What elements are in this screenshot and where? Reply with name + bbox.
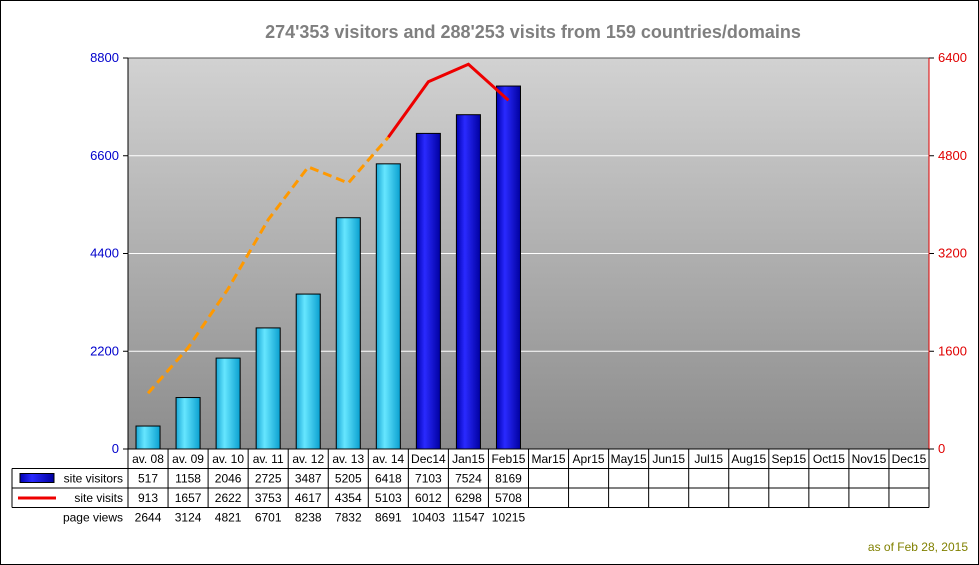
bar-site-visitors — [175, 397, 201, 450]
category-label: av. 09 — [172, 452, 204, 466]
table-value: 10403 — [412, 511, 446, 525]
category-label: Jan15 — [452, 452, 485, 466]
category-label: May15 — [611, 452, 647, 466]
table-value: 3124 — [175, 511, 202, 525]
table-value: 2046 — [215, 472, 242, 486]
table-value: 1158 — [175, 472, 201, 486]
category-label: Jun15 — [652, 452, 685, 466]
table-value: 8238 — [295, 511, 322, 525]
right-tick-label: 6400 — [938, 50, 967, 65]
left-tick-label: 0 — [112, 441, 119, 456]
table-value: 11547 — [452, 511, 485, 525]
line-site-visits-average — [146, 136, 390, 395]
table-value: 913 — [138, 491, 158, 505]
bar-site-visitors — [375, 163, 401, 450]
table-value: 2725 — [255, 472, 282, 486]
category-label: Mar15 — [532, 452, 566, 466]
category-label: Apr15 — [573, 452, 605, 466]
table-value: 6298 — [455, 491, 482, 505]
bar-site-visitors — [215, 357, 241, 450]
category-label: av. 14 — [372, 452, 404, 466]
category-label: Jul15 — [694, 452, 723, 466]
table-value: 5205 — [335, 472, 362, 486]
left-tick-label: 4400 — [90, 246, 119, 261]
category-label: av. 10 — [212, 452, 244, 466]
table-value: 7103 — [415, 472, 442, 486]
legend-key-bar — [19, 473, 55, 483]
table-value: 1657 — [175, 491, 202, 505]
table-value: 4821 — [215, 511, 242, 525]
category-label: Dec14 — [411, 452, 446, 466]
category-label: Nov15 — [852, 452, 887, 466]
bar-site-visitors — [495, 85, 521, 450]
table-value: 7524 — [455, 472, 482, 486]
bar-site-visitors — [455, 114, 481, 450]
table-value: 7832 — [335, 511, 362, 525]
category-label: av. 12 — [292, 452, 324, 466]
table-value: 8691 — [375, 511, 402, 525]
right-tick-label: 3200 — [938, 246, 967, 261]
data-table: av. 08 av. 09 av. 10 av. 11 av. 12 av. 13 av. … — [11, 448, 930, 525]
table-value: 8169 — [495, 472, 522, 486]
table-value: 4617 — [295, 491, 322, 505]
left-tick-label: 6600 — [90, 148, 119, 163]
table-value: 10215 — [492, 511, 526, 525]
line-site-visits — [387, 62, 510, 139]
table-value: 5103 — [375, 491, 402, 505]
table-value: 6012 — [415, 491, 442, 505]
table-value: 3753 — [255, 491, 282, 505]
category-label: Feb15 — [491, 452, 525, 466]
right-tick-label: 0 — [938, 441, 945, 456]
category-label: Dec15 — [892, 452, 927, 466]
category-label: Aug15 — [731, 452, 766, 466]
table-value: 2622 — [215, 491, 242, 505]
category-label: Oct15 — [813, 452, 845, 466]
left-tick-label: 8800 — [90, 50, 119, 65]
table-value: 6701 — [255, 511, 282, 525]
series-label: site visits — [74, 491, 123, 505]
category-label: av. 13 — [332, 452, 364, 466]
category-label: av. 08 — [132, 452, 164, 466]
series-label: page views — [63, 511, 123, 525]
bar-site-visitors — [295, 293, 321, 450]
bar-site-visitors — [255, 327, 281, 450]
bar-site-visitors — [415, 132, 441, 450]
table-value: 5708 — [495, 491, 522, 505]
table-value: 6418 — [375, 472, 402, 486]
bar-site-visitors — [335, 217, 361, 450]
bar-site-visitors — [135, 425, 161, 450]
table-value: 3487 — [295, 472, 322, 486]
table-value: 2644 — [135, 511, 162, 525]
right-tick-label: 4800 — [938, 148, 967, 163]
plot-area: 0 2200 4400 6600 8800 0 1600 3200 4800 6400 — [90, 50, 967, 456]
category-label: av. 11 — [253, 452, 284, 466]
chart-title: 274'353 visitors and 288'253 visits from… — [265, 22, 801, 42]
right-tick-label: 1600 — [938, 343, 967, 358]
as-of-note: as of Feb 28, 2015 — [868, 540, 968, 554]
series-label: site visitors — [64, 472, 123, 486]
table-value: 517 — [138, 472, 158, 486]
category-label: Sep15 — [771, 452, 806, 466]
table-value: 4354 — [335, 491, 362, 505]
left-tick-label: 2200 — [90, 343, 119, 358]
